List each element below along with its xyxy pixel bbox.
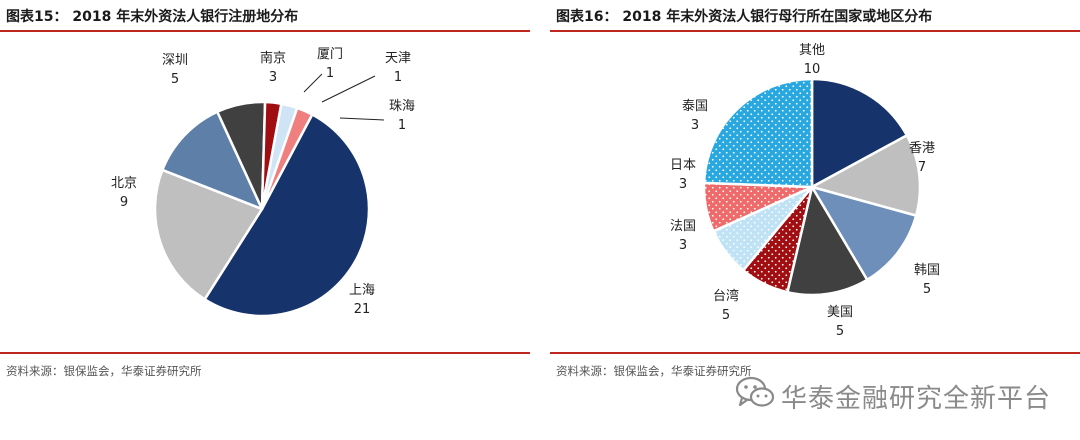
title-rule: [0, 30, 530, 32]
pie-slice-韩国: [810, 134, 922, 217]
slice-label-北京: 北京: [111, 176, 137, 191]
chart-title: 图表16： 2018 年末外资法人银行母行所在国家或地区分布: [556, 9, 933, 25]
source-rule: [550, 352, 1080, 354]
slice-label-泰国: 泰国: [682, 99, 708, 114]
slice-label-深圳: 深圳: [162, 53, 188, 68]
source-note: 资料来源：银保监会，华泰证券研究所: [6, 364, 202, 378]
slice-value-美国: 5: [836, 324, 844, 339]
slice-label-台湾: 台湾: [713, 288, 739, 304]
slice-label-法国: 法国: [670, 219, 696, 234]
pie-chart-parent-country: 香港 7 韩国 5 美国 5 台湾 5 法国 3 日本 3 泰国 3 其他 10: [670, 43, 940, 339]
pie-slice-上海: [203, 113, 371, 318]
slice-label-香港: 香港: [909, 141, 935, 156]
slice-value-深圳: 5: [171, 72, 179, 87]
pie-slice-珠海: [260, 106, 314, 211]
slice-value-南京: 3: [269, 70, 277, 85]
leader-line-厦门: [303, 73, 323, 93]
slice-value-天津: 1: [394, 70, 402, 85]
slice-value-日本: 3: [679, 177, 687, 192]
slice-label-珠海: 珠海: [389, 99, 415, 114]
slice-value-泰国: 3: [691, 118, 699, 133]
slice-value-韩国: 5: [923, 282, 931, 297]
pie-slice-美国: [810, 185, 918, 282]
source-rule: [0, 352, 530, 354]
chart-title: 图表15： 2018 年末外资法人银行注册地分布: [6, 9, 299, 25]
leader-line-天津: [321, 75, 376, 103]
slice-label-韩国: 韩国: [914, 263, 940, 278]
slice-label-日本: 日本: [670, 158, 696, 173]
pie-chart-registration: 上海 21 北京 9 深圳 5 南京 3 厦门 1 天津 1 珠海 1: [111, 47, 415, 318]
slice-label-美国: 美国: [827, 305, 853, 320]
pie-slice-深圳: [161, 110, 264, 211]
panel-left: 图表15： 2018 年末外资法人银行注册地分布 上海 21 北京 9 深圳 5 南京 3 厦门…: [0, 0, 530, 440]
title-rule: [550, 30, 1080, 32]
slice-label-其他: 其他: [799, 43, 825, 58]
slice-value-北京: 9: [120, 195, 128, 210]
slice-value-厦门: 1: [326, 66, 334, 81]
slice-value-台湾: 5: [722, 308, 730, 323]
slice-value-上海: 21: [354, 302, 371, 317]
watermark: 华泰金融研究全新平台: [735, 372, 1065, 416]
slice-value-珠海: 1: [398, 118, 406, 133]
slice-label-厦门: 厦门: [317, 47, 343, 62]
wechat-icon: [735, 376, 775, 407]
pie-slice-台湾: [786, 185, 869, 297]
pie-slice-其他: [702, 77, 814, 189]
slice-value-法国: 3: [679, 238, 687, 253]
watermark-text: 华泰金融研究全新平台: [781, 384, 1052, 414]
slice-value-香港: 7: [918, 160, 926, 175]
pie-slice-香港: [810, 77, 909, 189]
pie-slice-北京: [153, 168, 264, 301]
panel-right: 图表16： 2018 年末外资法人银行母行所在国家或地区分布 香港 7 韩国 5 美国 5…: [550, 0, 1080, 440]
slice-value-其他: 10: [804, 62, 821, 77]
slice-label-天津: 天津: [385, 51, 411, 66]
slice-label-上海: 上海: [349, 283, 375, 298]
source-note: 资料来源：银保监会，华泰证券研究所: [556, 364, 752, 378]
leader-line-珠海: [339, 117, 385, 121]
slice-label-南京: 南京: [260, 50, 286, 66]
